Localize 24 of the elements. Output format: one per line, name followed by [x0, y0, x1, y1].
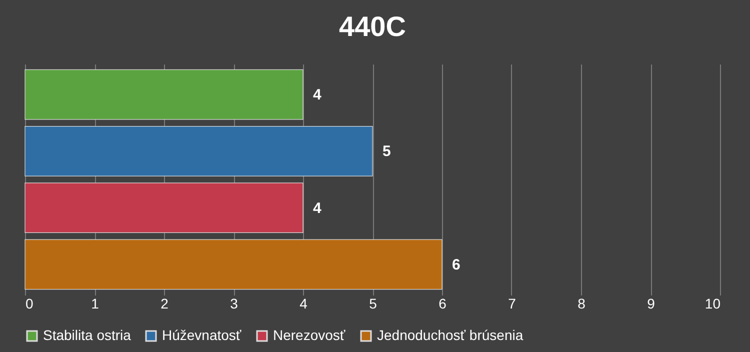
- x-tick-label: 3: [230, 296, 238, 312]
- data-label: 4: [313, 86, 322, 104]
- x-tick-label: 9: [647, 296, 656, 312]
- x-tick-label: 5: [369, 296, 378, 312]
- legend-label: Húževnatosť: [162, 327, 242, 343]
- data-label: 6: [452, 256, 460, 274]
- x-tick-label: 1: [91, 296, 100, 312]
- legend-label: Nerezovosť: [273, 327, 346, 343]
- bar: [24, 182, 304, 234]
- data-label: 4: [313, 200, 322, 217]
- x-tick-label: 7: [508, 296, 516, 312]
- legend-label: Jednoduchosť brúsenia: [377, 327, 524, 343]
- x-tick-label: 0: [26, 296, 34, 312]
- data-label: 5: [382, 143, 391, 160]
- x-tick-label: 6: [438, 296, 447, 312]
- bar: [24, 239, 442, 290]
- chart-title: 440C: [339, 11, 406, 42]
- legend-label: Stabilita ostria: [43, 327, 132, 343]
- x-tick-label: 10: [704, 296, 721, 312]
- x-tick-label: 8: [578, 296, 586, 312]
- x-tick-label: 4: [300, 296, 308, 312]
- x-tick-label: 2: [160, 296, 169, 312]
- bar: [24, 126, 373, 176]
- bar: [24, 69, 304, 120]
